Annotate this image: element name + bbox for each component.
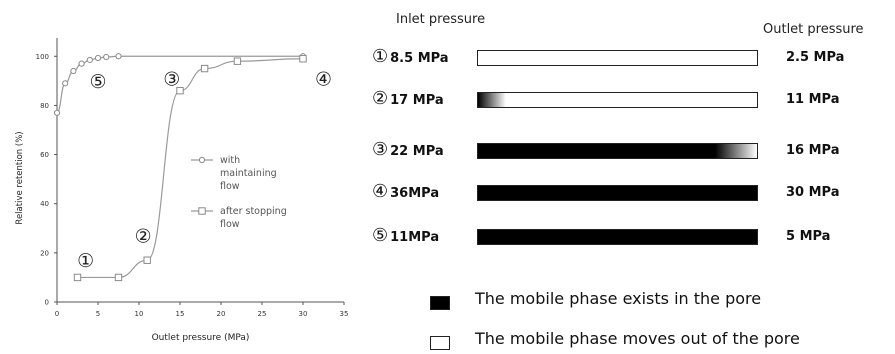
x-axis-label: Outlet pressure (MPa) [152,333,250,343]
series-point [114,273,123,282]
row-inlet-pressure: ① 8.5 MPa [372,46,449,67]
legend-marker-square [198,207,206,215]
series-point [103,53,110,61]
y-tick-label: 100 [36,53,49,61]
y-tick-label: 80 [40,102,49,110]
y-tick-label: 0 [45,299,49,307]
legend-label: with [220,155,240,166]
series-point [233,57,242,65]
row-marker: ② [372,88,389,109]
row-marker: ④ [372,181,389,202]
row-marker: ⑤ [372,225,389,246]
row-outlet-pressure: 5 MPa [786,229,831,244]
x-tick-label: 10 [135,310,144,318]
row-outlet-pressure: 30 MPa [786,185,840,200]
y-tick-label: 60 [40,151,49,159]
row-inlet-value: 8.5 MPa [390,51,449,66]
outlet-pressure-header: Outlet pressure [763,22,864,37]
series-point [176,86,184,95]
row-inlet-pressure: ② 17 MPa [372,88,444,109]
pore-bar [477,92,758,108]
x-tick-label: 5 [96,310,100,318]
x-tick-label: 30 [299,310,308,318]
legend-text-moves-out: The mobile phase moves out of the pore [475,329,800,348]
series-point [70,67,77,75]
series-point [62,80,69,87]
series-point [94,54,102,62]
row-inlet-pressure: ③ 22 MPa [372,139,444,160]
row-outlet-pressure: 2.5 MPa [786,50,845,65]
legend-marker-circle [198,156,206,164]
chart-annotation: ⑤ [89,71,106,93]
series-point [86,56,93,64]
legend-label: flow [220,219,240,230]
pore-bar [477,50,758,66]
legend-swatch-exists [430,296,450,310]
legend-label: maintaining [220,168,277,179]
row-outlet-pressure: 11 MPa [786,92,840,107]
row-marker: ③ [372,139,389,160]
row-inlet-value: 36MPa [390,186,440,201]
series-point [299,55,307,63]
chart-annotation: ③ [163,68,180,90]
inlet-pressure-header: Inlet pressure [396,12,486,27]
series-point [53,109,61,116]
y-tick-label: 40 [40,200,49,208]
y-tick-label: 20 [40,249,49,257]
row-inlet-value: 17 MPa [390,93,444,108]
series-point [78,60,85,67]
pore-bar [477,185,758,201]
legend-text-exists: The mobile phase exists in the pore [475,289,762,308]
legend-label: after stopping [220,206,287,217]
series-point [143,256,151,264]
row-outlet-pressure: 16 MPa [786,143,840,158]
series-point [73,273,82,282]
legend-label: flow [220,181,240,192]
x-tick-label: 35 [340,310,349,318]
chart-annotation: ② [135,226,152,248]
row-inlet-pressure: ④ 36MPa [372,181,439,202]
row-inlet-value: 22 MPa [390,144,444,159]
chart-annotation: ① [77,250,94,272]
series-point [115,53,122,60]
x-tick-label: 20 [217,310,226,318]
row-inlet-value: 11MPa [390,230,440,245]
pore-bar [477,143,758,159]
x-tick-label: 0 [55,310,59,318]
series-point [200,64,209,73]
chart-annotation: ④ [315,68,332,90]
row-inlet-pressure: ⑤ 11MPa [372,225,439,246]
x-tick-label: 25 [258,310,267,318]
row-marker: ① [372,46,389,67]
x-tick-label: 15 [176,310,185,318]
legend-swatch-moves-out [430,336,450,350]
y-axis-label: Relative retention (%) [15,131,25,224]
retention-chart: 0 5 10 15 20 25 30 35 0 20 40 60 80 100 Outlet pressur… [15,38,349,343]
pore-bar [477,229,758,245]
